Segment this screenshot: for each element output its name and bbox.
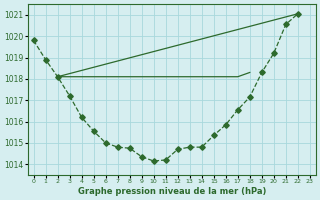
X-axis label: Graphe pression niveau de la mer (hPa): Graphe pression niveau de la mer (hPa) xyxy=(77,187,266,196)
